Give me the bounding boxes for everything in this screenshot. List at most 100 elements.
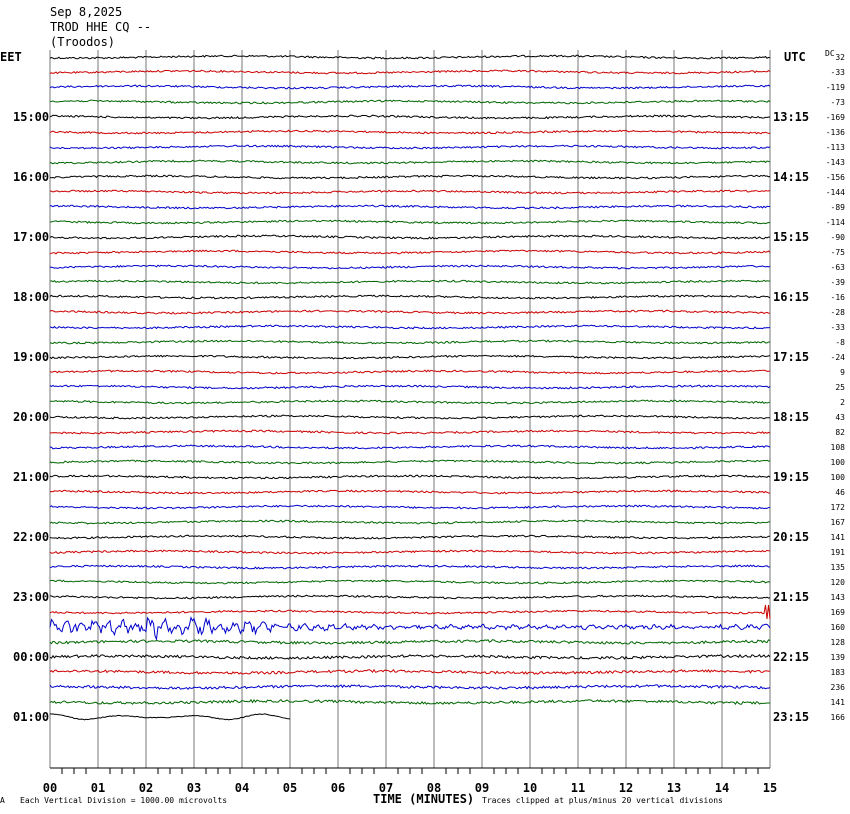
dc-offset-value: 32 xyxy=(835,53,845,62)
x-tick-label: 13 xyxy=(667,781,681,795)
left-time-label: 17:00 xyxy=(13,230,49,244)
trace-line xyxy=(49,279,771,285)
scale-note: Each Vertical Division = 1000.00 microvo… xyxy=(20,796,227,805)
dc-offset-value: -90 xyxy=(831,233,846,242)
dc-offset-value: 100 xyxy=(831,473,846,482)
dc-offset-value: -39 xyxy=(831,278,846,287)
trace-line xyxy=(49,616,771,642)
x-tick-label: 02 xyxy=(139,781,153,795)
right-time-label: 13:15 xyxy=(773,110,809,124)
dc-offset-value: 143 xyxy=(831,593,846,602)
dc-offset-value: 236 xyxy=(831,683,846,692)
x-tick-label: 07 xyxy=(379,781,393,795)
left-time-label: 00:00 xyxy=(13,650,49,664)
trace-line xyxy=(49,564,771,570)
trace-line xyxy=(49,129,771,135)
x-axis-title: TIME (MINUTES) xyxy=(373,792,474,806)
dc-offset-value: 82 xyxy=(835,428,845,437)
left-time-label: 19:00 xyxy=(13,350,49,364)
seismic-traces xyxy=(49,54,771,721)
dc-offset-value: -73 xyxy=(831,98,846,107)
dc-offset-value: 135 xyxy=(831,563,846,572)
trace-line xyxy=(49,713,291,721)
right-time-label: 16:15 xyxy=(773,290,809,304)
trace-line xyxy=(49,84,771,90)
grid-lines xyxy=(49,50,771,769)
left-zone-label: EET xyxy=(0,50,22,64)
dc-offset-value: 172 xyxy=(831,503,846,512)
trace-line xyxy=(49,459,771,465)
dc-offset-value: -63 xyxy=(831,263,846,272)
x-tick-label: 12 xyxy=(619,781,633,795)
x-tick-label: 15 xyxy=(763,781,777,795)
x-tick-label: 09 xyxy=(475,781,489,795)
dc-offset-value: 166 xyxy=(831,713,846,722)
dc-offset-value: -136 xyxy=(826,128,845,137)
right-time-label: 14:15 xyxy=(773,170,809,184)
trace-line xyxy=(49,444,771,450)
trace-line xyxy=(49,604,771,620)
dc-offset-value: 43 xyxy=(835,413,845,422)
left-time-label: 18:00 xyxy=(13,290,49,304)
dc-offset-value: 191 xyxy=(831,548,846,557)
dc-offset-value: -156 xyxy=(826,173,845,182)
dc-offset-value: -143 xyxy=(826,158,845,167)
dc-offset-value: -75 xyxy=(831,248,846,257)
corner-mark: A xyxy=(0,796,5,805)
x-tick-label: 10 xyxy=(523,781,537,795)
trace-line xyxy=(49,489,770,495)
left-time-label: 16:00 xyxy=(13,170,49,184)
dc-header: DC xyxy=(825,49,835,58)
dc-offset-value: 2 xyxy=(840,398,845,407)
trace-line xyxy=(49,369,771,375)
right-time-label: 17:15 xyxy=(773,350,809,364)
trace-line xyxy=(49,324,771,330)
trace-line xyxy=(49,534,771,540)
trace-line xyxy=(49,309,771,315)
dc-offset-value: -33 xyxy=(831,323,846,332)
right-time-label: 20:15 xyxy=(773,530,809,544)
trace-line xyxy=(49,384,771,390)
dc-offset-value: 128 xyxy=(831,638,846,647)
dc-offset-value: 141 xyxy=(831,698,846,707)
dc-offset-value: -89 xyxy=(831,203,846,212)
dc-offset-value: 46 xyxy=(835,488,845,497)
left-time-labels: 15:00 16:00 17:00 18:00 19:00 20:00 21:00 22:00… xyxy=(13,110,49,724)
right-time-label: 19:15 xyxy=(773,470,809,484)
dc-offset-value: -33 xyxy=(831,68,846,77)
right-zone-label: UTC xyxy=(784,50,806,64)
dc-offset-value: 160 xyxy=(831,623,846,632)
trace-line xyxy=(49,639,771,645)
trace-line xyxy=(49,144,771,150)
trace-line xyxy=(49,414,771,420)
trace-line xyxy=(49,54,771,60)
right-time-label: 22:15 xyxy=(773,650,809,664)
right-time-label: 18:15 xyxy=(773,410,809,424)
x-tick-label: 06 xyxy=(331,781,345,795)
x-tick-label: 04 xyxy=(235,781,249,795)
trace-line xyxy=(49,429,771,435)
trace-line xyxy=(49,474,771,480)
trace-line xyxy=(49,653,771,660)
x-tick-label: 14 xyxy=(715,781,729,795)
trace-line xyxy=(49,174,771,180)
dc-offset-value: -8 xyxy=(835,338,845,347)
trace-line xyxy=(49,114,771,120)
trace-line xyxy=(49,579,771,585)
trace-line xyxy=(49,204,770,210)
dc-offset-value: -114 xyxy=(826,218,845,227)
station-code: TROD HHE CQ -- xyxy=(50,20,151,34)
dc-offset-value: -169 xyxy=(826,113,845,122)
x-tick-label: 05 xyxy=(283,781,297,795)
clip-note: Traces clipped at plus/minus 20 vertical… xyxy=(482,796,723,805)
trace-line xyxy=(49,99,771,105)
dc-offset-value: -144 xyxy=(826,188,845,197)
dc-offset-value: 9 xyxy=(840,368,845,377)
trace-line xyxy=(49,354,771,360)
trace-line xyxy=(49,399,771,405)
trace-line xyxy=(49,219,771,225)
left-time-label: 22:00 xyxy=(13,530,49,544)
trace-line xyxy=(49,159,771,165)
dc-offset-value: -28 xyxy=(831,308,846,317)
